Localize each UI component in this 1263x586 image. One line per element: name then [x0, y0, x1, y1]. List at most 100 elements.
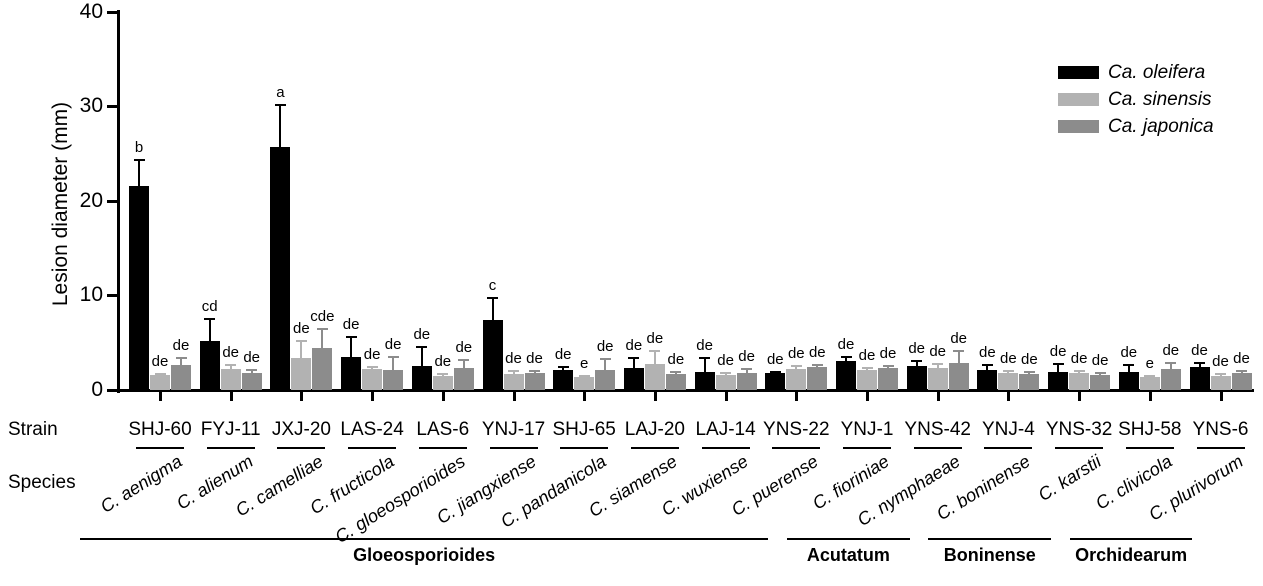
strain-label: YNS-32 — [1045, 419, 1113, 440]
bar — [503, 373, 524, 390]
sig-letter: de — [1049, 342, 1067, 360]
bar — [694, 372, 715, 390]
bar — [715, 374, 736, 390]
strain-underline — [489, 447, 538, 449]
bar — [736, 372, 757, 390]
legend-label: Ca. japonica — [1108, 116, 1214, 137]
error-bar-cap — [882, 365, 894, 368]
error-bar-line — [1057, 362, 1060, 373]
bar — [765, 372, 786, 390]
complex-line — [1069, 538, 1193, 540]
strain-underline — [1125, 447, 1174, 449]
sig-letter: de — [151, 352, 169, 370]
sig-letter: de — [1091, 352, 1109, 370]
x-tick — [1007, 392, 1011, 401]
error-bar-cap — [699, 356, 711, 359]
error-bar-cap — [1123, 363, 1135, 366]
error-bar-line — [745, 368, 748, 373]
error-bar-cap — [628, 356, 640, 359]
bar — [241, 372, 262, 390]
error-bar-line — [703, 356, 706, 372]
bar — [1160, 369, 1181, 390]
error-bar-cap — [557, 366, 569, 369]
error-bar-cap — [932, 362, 944, 365]
sig-letter: de — [293, 319, 310, 337]
strain-label: YNS-22 — [763, 419, 830, 440]
error-bar-line — [462, 358, 465, 369]
sig-letter: e — [1145, 354, 1154, 372]
error-bar-line — [1198, 361, 1201, 368]
sig-letter: de — [625, 336, 643, 354]
strain-label: YNS-6 — [1192, 419, 1249, 440]
error-bar-cap — [133, 159, 145, 162]
legend-label: Ca. oleifera — [1108, 62, 1206, 83]
error-bar-cap — [769, 371, 781, 374]
sig-letter: de — [717, 352, 734, 370]
complex-line — [80, 538, 769, 540]
sig-letter: de — [979, 344, 996, 362]
strain-row-label: Strain — [8, 419, 58, 440]
strain-label: SHJ-65 — [552, 419, 616, 440]
bar — [623, 368, 644, 390]
error-bar-line — [957, 350, 960, 363]
strain-underline — [418, 447, 467, 449]
bar — [665, 373, 686, 390]
strain-underline — [136, 447, 184, 449]
error-bar-line — [392, 355, 395, 371]
strain-underline — [277, 447, 326, 449]
bar — [857, 370, 877, 390]
sig-letter: de — [950, 330, 968, 348]
x-tick — [866, 392, 869, 401]
sig-letter: de — [363, 346, 381, 364]
error-bar-cap — [953, 350, 965, 353]
sig-letter: de — [787, 345, 805, 363]
error-bar-cap — [811, 363, 823, 366]
error-bar-cap — [1052, 362, 1064, 365]
bar — [199, 340, 220, 390]
bar — [341, 356, 362, 390]
y-tick — [107, 199, 117, 203]
y-tick-label: 10 — [79, 283, 103, 307]
error-bar-cap — [911, 359, 923, 362]
error-bar-line — [420, 345, 423, 367]
sig-letter: de — [696, 336, 713, 354]
complex-label: Orchidearum — [1075, 545, 1188, 565]
error-bar-line — [350, 336, 353, 357]
sig-letter: de — [929, 342, 947, 360]
sig-letter: cde — [310, 307, 335, 325]
sig-letter: de — [837, 335, 855, 353]
strain-underline — [913, 447, 962, 449]
strain-label: LAJ-20 — [624, 419, 685, 440]
strain-label: LAS-6 — [416, 419, 470, 440]
sig-letter: de — [243, 349, 261, 367]
y-tick — [107, 105, 117, 109]
error-bar-cap — [345, 336, 357, 339]
error-bar-cap — [295, 339, 307, 342]
bar — [1090, 374, 1111, 390]
sig-letter: de — [526, 350, 543, 368]
bar — [362, 369, 383, 390]
error-bar-cap — [154, 372, 166, 375]
error-bar-cap — [1194, 361, 1205, 364]
error-bar-cap — [225, 363, 237, 366]
sig-letter: a — [276, 84, 285, 102]
x-axis-line — [117, 389, 1254, 392]
x-tick — [512, 392, 516, 401]
sig-letter: de — [1120, 343, 1138, 361]
bar — [383, 370, 404, 390]
error-bar-line — [1127, 363, 1130, 372]
bar — [1019, 373, 1040, 390]
error-bar-cap — [790, 365, 802, 368]
error-bar-cap — [416, 345, 428, 348]
error-bar-line — [138, 159, 140, 186]
error-bar-cap — [1094, 372, 1106, 375]
bar — [998, 372, 1019, 390]
error-bar-line — [915, 359, 918, 367]
x-tick — [441, 392, 445, 401]
strain-underline — [701, 447, 750, 449]
bar — [1231, 372, 1252, 390]
sig-letter: de — [1070, 350, 1088, 368]
x-tick — [795, 392, 799, 401]
error-bar-line — [936, 362, 939, 369]
